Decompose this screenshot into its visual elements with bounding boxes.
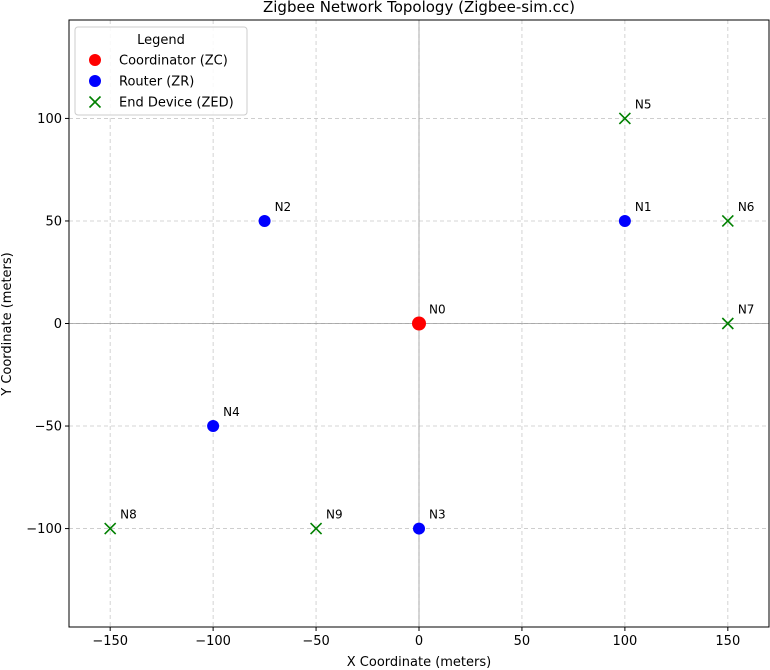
x-tick-label: 100: [612, 634, 637, 649]
point-label-n9: N9: [326, 508, 343, 522]
x-axis-ticks: −150 −100 −50 0 50 100 150: [92, 627, 740, 649]
point-label-n7: N7: [738, 303, 755, 317]
point-n6: [721, 214, 734, 228]
point-n2: [258, 214, 271, 227]
legend-box: [74, 26, 248, 116]
point-label-n0: N0: [429, 303, 446, 317]
legend-label-1: Router (ZR): [119, 75, 194, 90]
point-labels: N0 N1 N2 N3 N4 N5 N6 N7 N8 N9: [120, 97, 754, 521]
y-tick-label: 0: [54, 317, 62, 332]
legend-marker-0: [89, 54, 101, 66]
point-n8: [104, 522, 117, 535]
y-tick-label: 100: [37, 112, 62, 127]
point-label-n3: N3: [429, 508, 446, 522]
x-tick-label: −100: [195, 634, 231, 649]
point-label-n6: N6: [738, 200, 755, 214]
point-label-n1: N1: [635, 200, 652, 214]
point-label-n8: N8: [120, 508, 137, 522]
x-tick-label: −150: [92, 634, 128, 649]
x-tick-label: 150: [715, 634, 740, 649]
point-label-n4: N4: [223, 405, 240, 419]
y-tick-label: −50: [35, 420, 62, 435]
data-points: [104, 112, 734, 535]
y-tick-label: 50: [45, 214, 62, 229]
legend: Legend Coordinator (ZC) Router (ZR) End De…: [74, 26, 248, 116]
legend-marker-1: [89, 75, 101, 87]
y-axis-label: Y Coordinate (meters): [0, 252, 15, 397]
point-label-n2: N2: [275, 200, 292, 214]
x-axis-label: X Coordinate (meters): [347, 655, 491, 670]
point-label-n5: N5: [635, 97, 652, 111]
legend-label-0: Coordinator (ZC): [119, 54, 228, 69]
legend-marker-2: [88, 95, 102, 109]
legend-label-2: End Device (ZED): [119, 96, 234, 111]
chart-title: Zigbee Network Topology (Zigbee-sim.cc): [263, 0, 575, 16]
y-tick-label: −100: [26, 522, 62, 537]
point-n5: [618, 112, 631, 125]
point-n7: [721, 317, 734, 330]
point-n1: [618, 214, 631, 227]
point-n4: [207, 420, 220, 433]
x-tick-label: −50: [302, 634, 329, 649]
legend-title: Legend: [137, 33, 185, 48]
point-n3: [413, 522, 425, 535]
x-tick-label: 0: [415, 634, 423, 649]
point-n9: [309, 522, 323, 535]
legend-entries: Coordinator (ZC) Router (ZR) End Device (Z…: [88, 54, 234, 111]
point-n0: [412, 316, 426, 331]
y-axis-ticks: −100 −50 0 50 100: [26, 112, 69, 537]
x-tick-label: 50: [514, 634, 531, 649]
